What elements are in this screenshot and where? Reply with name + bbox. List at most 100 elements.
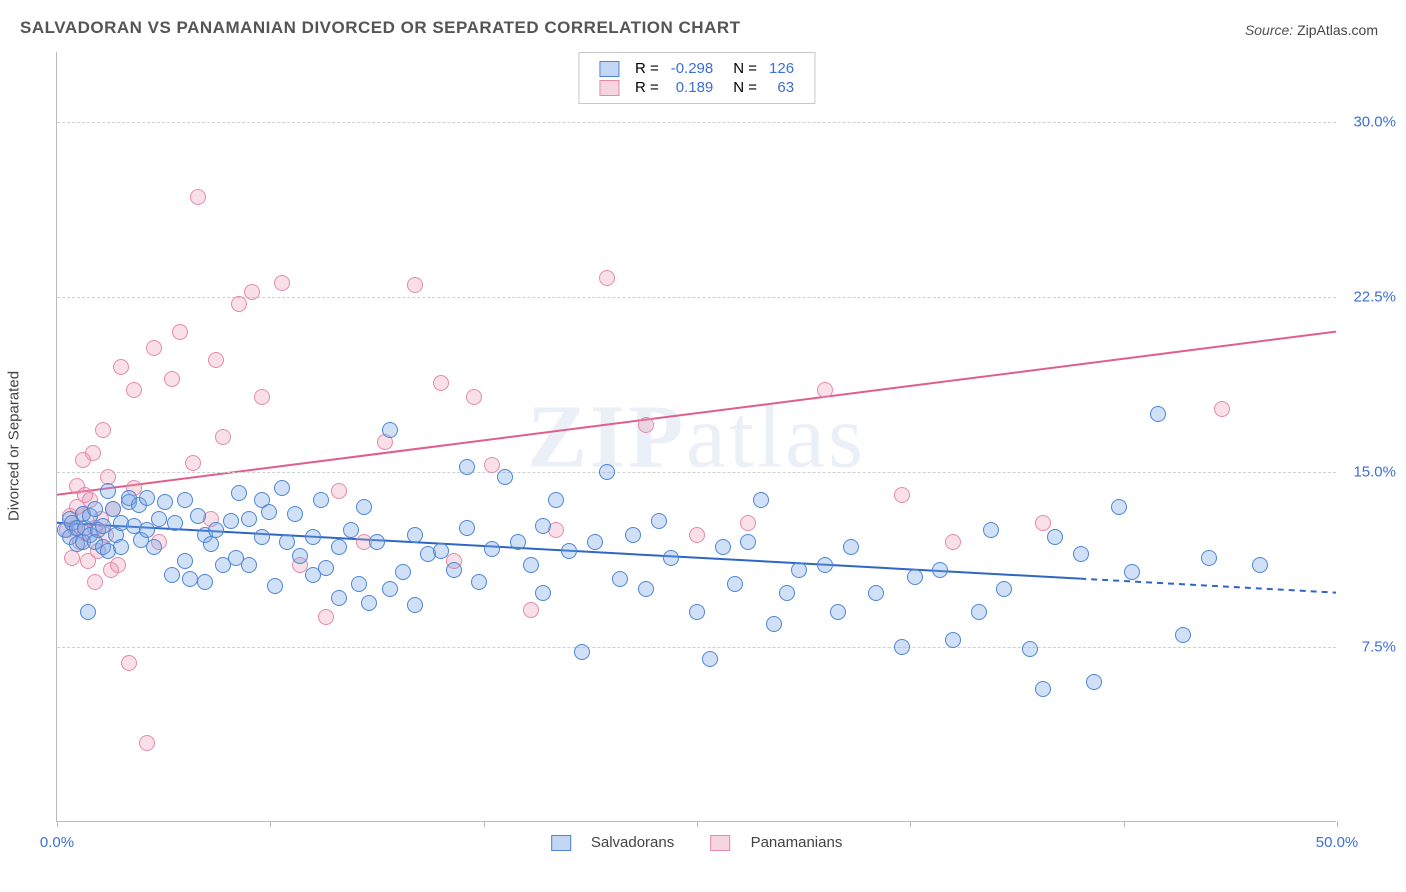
data-point — [113, 539, 129, 555]
data-point — [1035, 681, 1051, 697]
data-point — [1047, 529, 1063, 545]
data-point — [331, 590, 347, 606]
data-point — [305, 529, 321, 545]
scatter-plot-area: ZIPatlas R =-0.298 N =126 R =0.189 N =63… — [56, 52, 1336, 822]
swatch-series-a — [599, 61, 619, 77]
data-point — [599, 270, 615, 286]
data-point — [1150, 406, 1166, 422]
data-point — [190, 508, 206, 524]
source-label: Source: — [1245, 22, 1293, 38]
data-point — [177, 492, 193, 508]
data-point — [1252, 557, 1268, 573]
data-point — [868, 585, 884, 601]
data-point — [535, 585, 551, 601]
data-point — [146, 539, 162, 555]
trend-lines-layer — [57, 52, 1336, 821]
data-point — [791, 562, 807, 578]
data-point — [139, 522, 155, 538]
data-point — [843, 539, 859, 555]
n-value-b: 63 — [763, 78, 800, 97]
gridline-h — [57, 647, 1336, 648]
data-point — [471, 574, 487, 590]
data-point — [164, 371, 180, 387]
data-point — [907, 569, 923, 585]
x-tick-mark — [1337, 821, 1338, 827]
data-point — [318, 609, 334, 625]
data-point — [1086, 674, 1102, 690]
y-tick-label: 30.0% — [1342, 114, 1396, 131]
data-point — [267, 578, 283, 594]
data-point — [1022, 641, 1038, 657]
gridline-h — [57, 122, 1336, 123]
data-point — [95, 422, 111, 438]
data-point — [197, 574, 213, 590]
data-point — [157, 494, 173, 510]
data-point — [215, 429, 231, 445]
data-point — [313, 492, 329, 508]
data-point — [1073, 546, 1089, 562]
data-point — [369, 534, 385, 550]
data-point — [87, 574, 103, 590]
data-point — [100, 483, 116, 499]
data-point — [1035, 515, 1051, 531]
data-point — [203, 536, 219, 552]
data-point — [894, 639, 910, 655]
data-point — [261, 504, 277, 520]
y-tick-label: 15.0% — [1342, 464, 1396, 481]
data-point — [190, 189, 206, 205]
data-point — [185, 455, 201, 471]
data-point — [625, 527, 641, 543]
data-point — [208, 352, 224, 368]
bottom-legend: Salvadorans Panamanians — [535, 834, 859, 851]
data-point — [343, 522, 359, 538]
data-point — [244, 284, 260, 300]
data-point — [139, 490, 155, 506]
stats-row-series-b: R =0.189 N =63 — [593, 78, 800, 97]
x-tick-mark — [57, 821, 58, 827]
data-point — [663, 550, 679, 566]
data-point — [459, 459, 475, 475]
data-point — [587, 534, 603, 550]
data-point — [407, 597, 423, 613]
data-point — [753, 492, 769, 508]
legend-swatch-a — [551, 835, 571, 851]
data-point — [1175, 627, 1191, 643]
data-point — [689, 604, 705, 620]
legend-label-a: Salvadorans — [591, 834, 674, 851]
legend-label-b: Panamanians — [751, 834, 843, 851]
data-point — [535, 518, 551, 534]
data-point — [361, 595, 377, 611]
data-point — [561, 543, 577, 559]
data-point — [466, 389, 482, 405]
y-tick-label: 7.5% — [1342, 639, 1396, 656]
r-value-a: -0.298 — [665, 59, 720, 78]
data-point — [433, 375, 449, 391]
data-point — [407, 277, 423, 293]
data-point — [287, 506, 303, 522]
data-point — [254, 389, 270, 405]
data-point — [689, 527, 705, 543]
data-point — [331, 539, 347, 555]
data-point — [510, 534, 526, 550]
data-point — [612, 571, 628, 587]
data-point — [702, 651, 718, 667]
correlation-stats-box: R =-0.298 N =126 R =0.189 N =63 — [578, 52, 815, 104]
data-point — [80, 604, 96, 620]
data-point — [121, 655, 137, 671]
data-point — [279, 534, 295, 550]
data-point — [433, 543, 449, 559]
data-point — [146, 340, 162, 356]
data-point — [945, 534, 961, 550]
data-point — [182, 571, 198, 587]
x-tick-mark — [697, 821, 698, 827]
data-point — [971, 604, 987, 620]
stats-row-series-a: R =-0.298 N =126 — [593, 59, 800, 78]
data-point — [574, 644, 590, 660]
chart-title: SALVADORAN VS PANAMANIAN DIVORCED OR SEP… — [20, 18, 741, 38]
data-point — [164, 567, 180, 583]
data-point — [318, 560, 334, 576]
data-point — [651, 513, 667, 529]
data-point — [932, 562, 948, 578]
data-point — [351, 576, 367, 592]
data-point — [523, 557, 539, 573]
